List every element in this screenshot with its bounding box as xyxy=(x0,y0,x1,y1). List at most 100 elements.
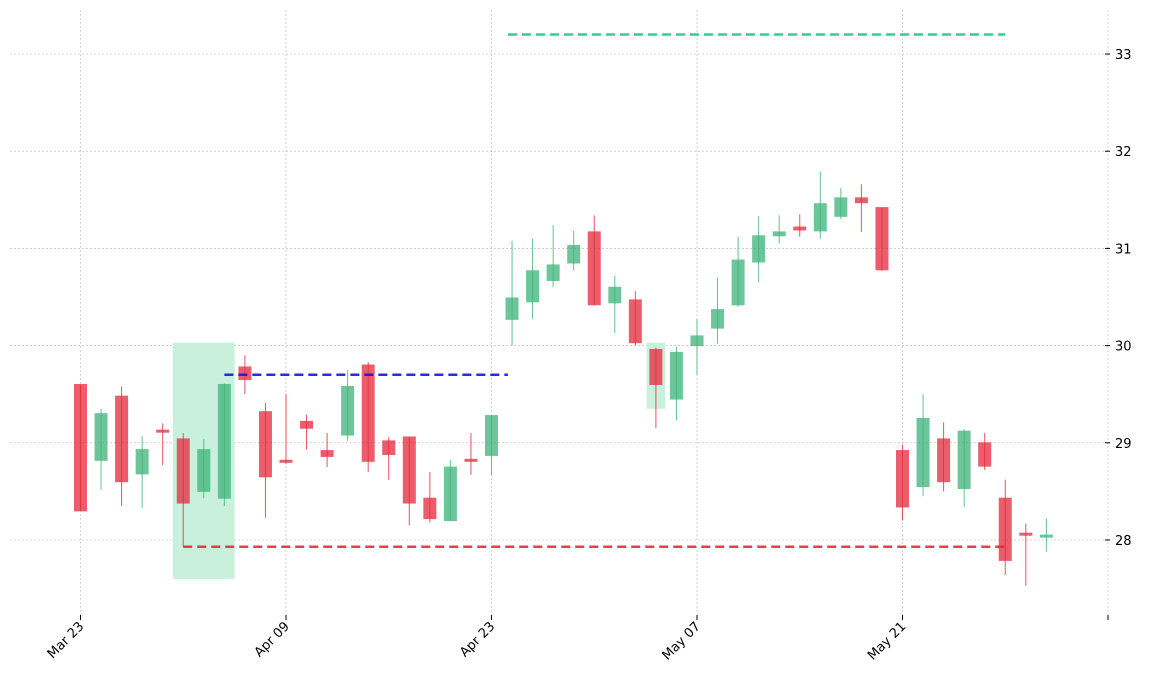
candle-up xyxy=(197,438,211,499)
candle-body xyxy=(238,366,252,381)
candle-layer xyxy=(74,171,1053,586)
candle-up xyxy=(135,435,149,508)
candle-up xyxy=(834,188,848,220)
y-tick-label: 32 xyxy=(1115,145,1132,160)
candle-body xyxy=(896,450,909,508)
candle-body xyxy=(135,449,149,475)
candle-down xyxy=(793,214,807,237)
candle-down xyxy=(1019,523,1033,586)
candle-up xyxy=(957,429,971,507)
candle-body xyxy=(382,440,396,455)
candle-down xyxy=(115,386,129,506)
candle-down xyxy=(176,433,190,547)
candle-up xyxy=(772,215,786,244)
y-tick-label: 31 xyxy=(1115,242,1132,257)
candle-up xyxy=(752,216,766,283)
candle-body xyxy=(834,197,848,217)
candle-body xyxy=(258,411,272,478)
candle-body xyxy=(998,497,1012,561)
candle-down xyxy=(156,423,170,466)
candle-body xyxy=(793,226,807,231)
line-layer xyxy=(183,33,1006,549)
candle-body xyxy=(74,383,87,512)
x-tick-label: May 07 xyxy=(660,619,704,663)
candle-body xyxy=(1039,534,1053,538)
candle-up xyxy=(505,240,519,346)
candle-body xyxy=(649,348,663,385)
x-tick-label: Mar 23 xyxy=(45,619,88,662)
candle-down xyxy=(300,414,314,450)
candle-up xyxy=(526,238,540,320)
y-tick-label: 30 xyxy=(1115,340,1132,355)
candle-up xyxy=(690,319,704,375)
candle-down xyxy=(361,362,375,472)
candle-up xyxy=(485,415,498,475)
candle-up xyxy=(1039,518,1053,552)
candle-up xyxy=(341,369,355,441)
candle-up xyxy=(669,346,683,421)
candle-down xyxy=(382,436,396,480)
candle-up xyxy=(608,275,622,333)
candle-body xyxy=(402,436,416,504)
candle-body xyxy=(628,299,642,344)
candle-body xyxy=(731,259,745,306)
candle-body xyxy=(772,231,786,237)
candle-down xyxy=(649,347,663,429)
candle-body xyxy=(464,458,478,462)
candle-down xyxy=(875,207,889,271)
candle-body xyxy=(752,235,766,263)
candle-body xyxy=(669,351,683,400)
y-tick-label: 29 xyxy=(1115,437,1132,452)
candle-body xyxy=(505,297,519,320)
candle-down xyxy=(74,383,87,512)
candle-body xyxy=(1019,532,1033,536)
candle-body xyxy=(813,203,827,232)
candle-body xyxy=(341,385,355,436)
candle-body xyxy=(526,270,540,303)
candle-down xyxy=(978,433,992,471)
candle-body xyxy=(916,418,930,488)
candle-down xyxy=(423,471,437,523)
candle-up xyxy=(546,225,560,288)
candle-body xyxy=(443,466,457,522)
candle-up xyxy=(813,171,827,239)
x-tick-label: Apr 09 xyxy=(252,619,293,660)
y-tick-label: 33 xyxy=(1115,48,1132,63)
candle-body xyxy=(320,450,334,457)
candle-body xyxy=(978,442,992,467)
candle-up xyxy=(94,408,108,490)
candle-body xyxy=(300,420,314,429)
candle-up xyxy=(731,236,745,307)
candle-down xyxy=(998,479,1012,575)
candle-down xyxy=(464,433,478,475)
candle-body xyxy=(115,395,129,483)
candle-body xyxy=(485,415,498,456)
candle-body xyxy=(587,231,601,306)
candle-body xyxy=(567,244,581,264)
candle-down xyxy=(402,436,416,526)
candle-body xyxy=(176,438,190,504)
candle-down xyxy=(854,184,868,232)
candle-down xyxy=(320,433,334,468)
candle-body xyxy=(546,264,560,281)
candle-down xyxy=(279,394,293,465)
candle-body xyxy=(711,309,725,329)
candle-body xyxy=(361,364,375,462)
candle-body xyxy=(197,449,211,492)
candle-body xyxy=(423,497,437,520)
candle-body xyxy=(94,413,108,461)
candle-body xyxy=(279,459,293,463)
candle-body xyxy=(608,286,622,304)
candle-body xyxy=(875,207,889,271)
candle-down xyxy=(587,215,601,306)
candle-up xyxy=(916,394,930,497)
candle-body xyxy=(957,430,971,489)
candle-up xyxy=(217,383,231,506)
candle-up xyxy=(567,230,581,271)
candle-body xyxy=(854,197,868,204)
x-tick-label: Apr 23 xyxy=(457,619,498,660)
candle-body xyxy=(937,438,951,483)
candle-up xyxy=(711,277,725,344)
candle-down xyxy=(258,402,272,518)
